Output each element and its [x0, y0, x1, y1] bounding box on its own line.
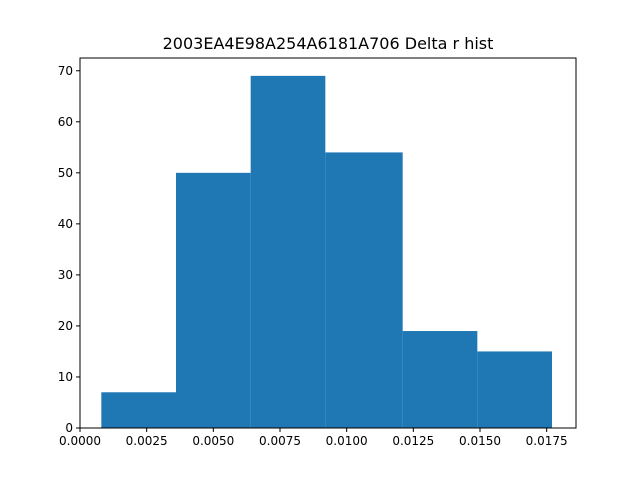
histogram-bar	[176, 172, 251, 428]
y-axis-ticks: 0 10 20 30 40 50 60 70	[58, 64, 80, 435]
x-tick-label: 0.0000	[59, 434, 101, 448]
chart-title: 2003EA4E98A254A6181A706 Delta r hist	[163, 34, 494, 53]
plot-frame	[79, 57, 577, 429]
y-tick-label: 0	[65, 421, 73, 435]
x-tick-label: 0.0075	[259, 434, 301, 448]
x-tick-label: 0.0150	[459, 434, 501, 448]
histogram-bar	[402, 331, 478, 428]
y-tick-label: 10	[58, 370, 73, 384]
bars-group	[101, 75, 552, 429]
x-tick-label: 0.0100	[326, 434, 368, 448]
x-tick-label: 0.0125	[392, 434, 434, 448]
y-tick-label: 40	[58, 217, 73, 231]
y-tick-label: 50	[58, 166, 73, 180]
histogram-bar	[101, 392, 176, 428]
x-tick-label: 0.0175	[526, 434, 568, 448]
y-tick-label: 70	[58, 64, 73, 78]
histogram-bar	[250, 75, 326, 429]
y-tick-label: 30	[58, 268, 73, 282]
x-axis-ticks: 0.0000 0.0025 0.0050 0.0075 0.0100 0.0125 0.01…	[59, 428, 568, 448]
x-tick-label: 0.0025	[126, 434, 168, 448]
y-tick-label: 60	[58, 115, 73, 129]
y-tick-label: 20	[58, 319, 73, 333]
x-tick-label: 0.0050	[192, 434, 234, 448]
histogram-bar	[325, 152, 403, 428]
histogram-bar	[477, 351, 552, 428]
